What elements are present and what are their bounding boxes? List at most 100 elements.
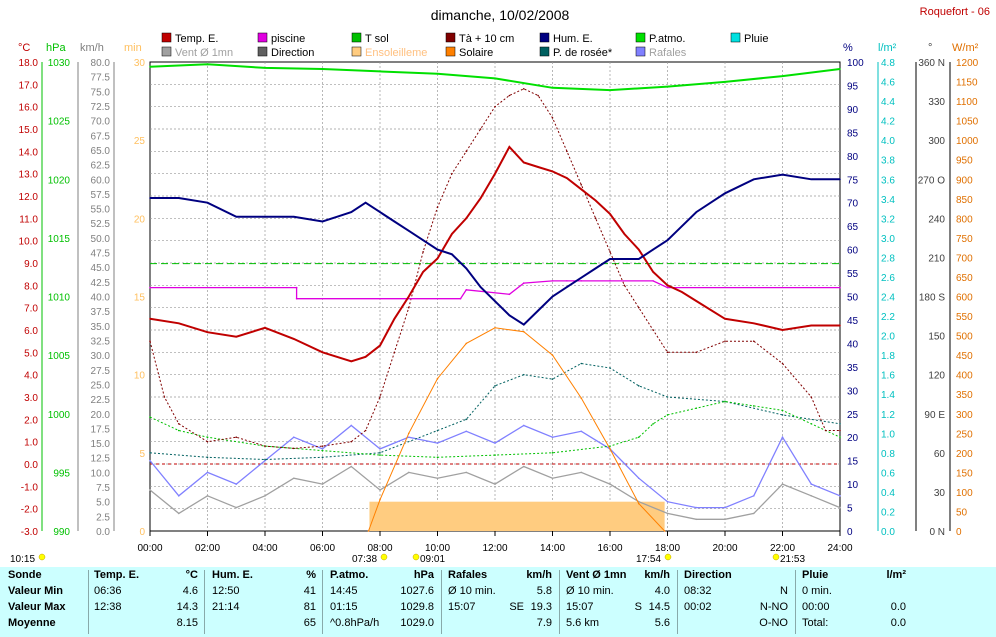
axes: 18.0 17.0 16.0 15.0 14.0 13.0 12.0 11.0 10.0 9.0 8… bbox=[19, 58, 979, 538]
stats-cell: 06:36 bbox=[94, 585, 122, 597]
data-point bbox=[436, 377, 439, 380]
divider bbox=[322, 570, 323, 634]
data-point bbox=[206, 440, 209, 443]
axis-tick-label: 350 bbox=[956, 390, 973, 401]
axis-tick-label: 10.0 bbox=[91, 468, 111, 479]
sun-marker-dot bbox=[380, 553, 388, 561]
axis-tick-label: 5 bbox=[139, 449, 145, 460]
stats-cell: 8.15 bbox=[176, 617, 198, 629]
axis-tick-label: 18.0 bbox=[19, 58, 39, 69]
data-point bbox=[149, 286, 151, 289]
legend-label: Temp. E. bbox=[175, 33, 218, 45]
legend-swatch bbox=[257, 32, 268, 43]
data-point bbox=[379, 396, 381, 398]
axis-tick-label: 1010 bbox=[48, 293, 71, 304]
data-point bbox=[393, 318, 396, 320]
data-point bbox=[295, 286, 298, 289]
axis-tick-label: 1015 bbox=[48, 234, 71, 245]
axis-tick-label: 0 bbox=[139, 527, 145, 538]
legend-label: Solaire bbox=[459, 47, 493, 59]
axis-tick-label: 50 bbox=[847, 293, 859, 304]
axis-tick-label: 57.5 bbox=[91, 190, 111, 201]
data-point bbox=[292, 215, 295, 218]
axis-tick-label: 60.0 bbox=[91, 175, 111, 186]
axis-tick-label: 15.0 bbox=[19, 125, 39, 136]
data-point bbox=[292, 338, 295, 340]
stats-cell: 00:02 bbox=[684, 601, 712, 613]
stats-row-label: Valeur Max bbox=[8, 601, 66, 613]
data-point bbox=[465, 342, 468, 345]
time-tick-label: 22:00 bbox=[770, 543, 795, 554]
divider bbox=[88, 570, 89, 634]
data-point bbox=[609, 445, 611, 447]
data-point bbox=[551, 452, 554, 454]
legend-swatch bbox=[445, 46, 456, 57]
data-point bbox=[724, 400, 726, 403]
axis-tick-label: 15 bbox=[134, 293, 146, 304]
data-point bbox=[407, 471, 410, 474]
axis-tick-label: 50.0 bbox=[91, 234, 111, 245]
data-point bbox=[810, 495, 813, 497]
stats-cell: 4.0 bbox=[654, 585, 670, 597]
axis-tick-label: 5.0 bbox=[24, 348, 38, 359]
data-point bbox=[637, 502, 640, 505]
data-point bbox=[652, 329, 654, 331]
legend-swatch bbox=[635, 46, 646, 57]
data-point bbox=[206, 495, 209, 497]
axis-tick-label: 3.4 bbox=[881, 195, 895, 206]
axis-tick-label: 10 bbox=[847, 480, 859, 491]
axis-tick-label: 16.0 bbox=[19, 103, 39, 114]
axis-tick-label: 55.0 bbox=[91, 205, 111, 216]
legend-label: Rafales bbox=[649, 47, 687, 59]
data-point bbox=[537, 166, 539, 168]
data-point bbox=[781, 483, 784, 485]
data-point bbox=[839, 324, 841, 327]
data-point bbox=[781, 436, 784, 439]
axis-tick-label: 100 bbox=[847, 58, 864, 69]
axis-tick-label: 1.4 bbox=[881, 390, 895, 401]
axis-tick-label: 1050 bbox=[956, 117, 979, 128]
axis-tick-label: 67.5 bbox=[91, 131, 111, 142]
stats-cell: 1029.0 bbox=[400, 617, 434, 629]
stats-cell: 12:38 bbox=[94, 601, 122, 613]
sun-marker-label: 09:01 bbox=[420, 554, 445, 565]
data-point bbox=[681, 225, 683, 227]
axis-tick-label: 15 bbox=[847, 457, 859, 468]
data-point bbox=[494, 442, 496, 444]
data-point bbox=[494, 483, 496, 485]
data-point bbox=[609, 251, 611, 253]
axis-tick-label: 0.2 bbox=[881, 507, 895, 518]
data-point bbox=[177, 322, 180, 325]
data-point bbox=[436, 442, 439, 444]
data-point bbox=[623, 233, 626, 235]
data-point bbox=[235, 335, 238, 338]
data-point bbox=[752, 405, 755, 407]
data-point bbox=[494, 454, 496, 456]
stats-cell: 7.9 bbox=[536, 617, 552, 629]
axis-tick-label: 0 N bbox=[929, 527, 945, 538]
data-point bbox=[407, 306, 410, 309]
data-point bbox=[637, 385, 640, 387]
series-line-piscine bbox=[150, 280, 840, 300]
data-point bbox=[781, 362, 784, 365]
data-point bbox=[379, 211, 381, 213]
legend-swatch bbox=[445, 32, 456, 43]
data-point bbox=[652, 280, 654, 282]
data-point bbox=[839, 429, 841, 432]
axis-tick-label: 5.0 bbox=[96, 498, 110, 509]
axis-tick-label: 20 bbox=[134, 214, 146, 225]
data-point bbox=[609, 258, 611, 260]
axis-tick-label: 120 bbox=[928, 371, 945, 382]
stats-cell: Total: bbox=[802, 617, 829, 629]
data-point bbox=[566, 280, 568, 282]
data-point bbox=[149, 416, 151, 418]
data-point bbox=[177, 423, 180, 425]
axis-tick-label: 2.2 bbox=[881, 312, 895, 323]
axis-tick-label: 15.0 bbox=[91, 439, 111, 450]
axis-tick-label: 11.0 bbox=[19, 214, 38, 225]
data-point bbox=[810, 483, 813, 485]
data-point bbox=[551, 170, 554, 173]
data-point bbox=[264, 445, 266, 447]
data-point bbox=[206, 456, 209, 459]
stats-direction-header: Direction bbox=[684, 569, 732, 581]
